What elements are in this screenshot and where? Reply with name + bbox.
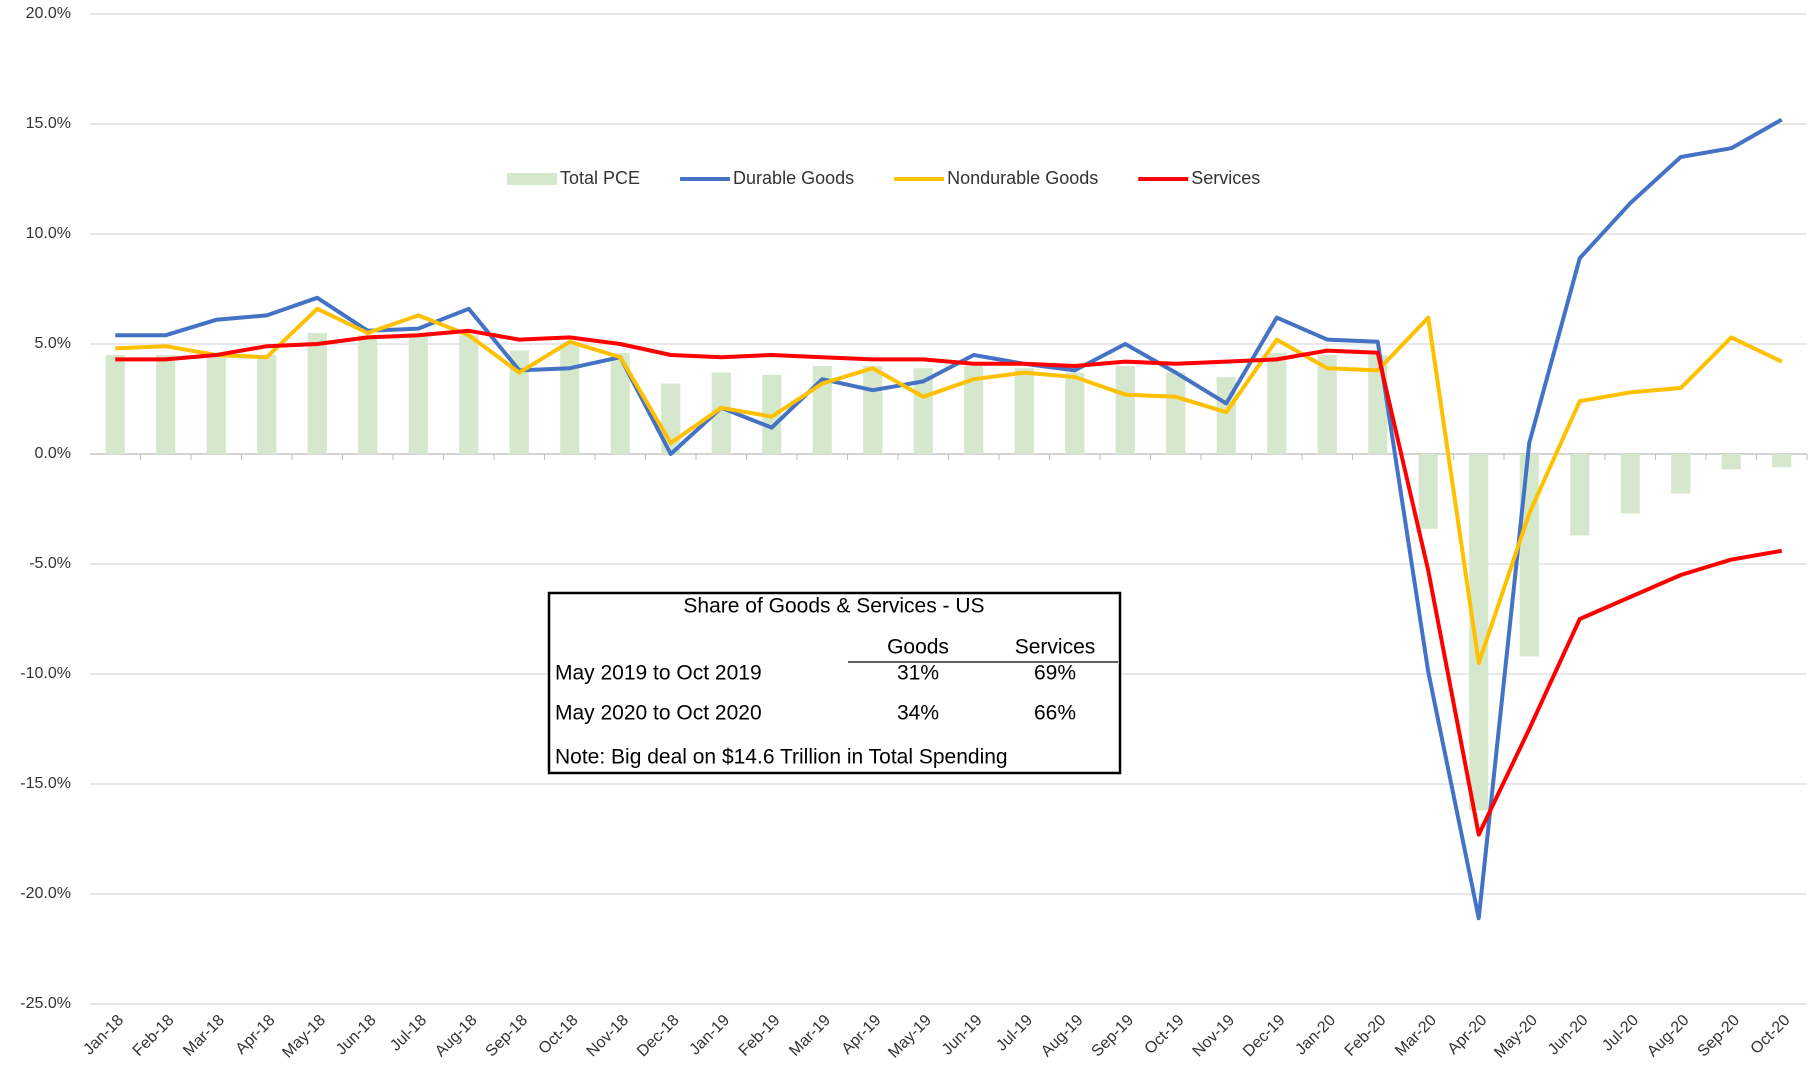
x-tick-label: Mar-18 — [180, 1012, 228, 1060]
bar — [1469, 454, 1489, 811]
bar — [509, 350, 529, 454]
y-tick-label: 20.0% — [26, 5, 71, 22]
bar — [156, 355, 176, 454]
bar — [913, 368, 933, 454]
bar — [105, 355, 125, 454]
bar — [711, 372, 731, 454]
y-tick-label: -10.0% — [20, 665, 71, 682]
x-tick-label: Jun-19 — [939, 1012, 986, 1059]
x-tick-label: Sep-19 — [1089, 1012, 1138, 1061]
table-column-header: Goods — [887, 636, 949, 659]
table-cell: 69% — [1034, 662, 1076, 685]
x-tick-label: Jan-19 — [686, 1012, 733, 1059]
bar — [408, 335, 428, 454]
table-row-label: May 2019 to Oct 2019 — [555, 662, 762, 685]
y-tick-label: 5.0% — [35, 335, 71, 352]
table-border — [547, 591, 1122, 775]
legend-label: Services — [1191, 168, 1260, 188]
legend-label: Nondurable Goods — [947, 168, 1098, 188]
legend-swatch — [507, 173, 557, 185]
x-tick-label: Jun-20 — [1545, 1012, 1592, 1059]
line-series — [115, 117, 1783, 921]
info-table: Share of Goods & Services - US Goods Servi… — [547, 591, 1122, 775]
bar — [610, 352, 630, 454]
x-tick-label: Nov-18 — [584, 1012, 633, 1061]
bar — [1620, 454, 1640, 514]
bar — [1166, 372, 1186, 454]
x-tick-label: Aug-20 — [1644, 1012, 1693, 1061]
bar — [1570, 454, 1590, 536]
x-tick-label: Jul-20 — [1599, 1012, 1642, 1055]
line-series — [115, 328, 1783, 837]
x-tick-label: May-19 — [885, 1012, 935, 1062]
x-tick-label: Feb-20 — [1342, 1012, 1390, 1060]
bar — [964, 366, 984, 454]
bar — [863, 366, 883, 454]
y-tick-label: 10.0% — [26, 225, 71, 242]
y-tick-label: -25.0% — [20, 995, 71, 1012]
y-tick-label: -20.0% — [20, 885, 71, 902]
x-tick-label: Apr-18 — [233, 1012, 279, 1058]
y-tick-label: 15.0% — [26, 115, 71, 132]
table-column-header: Services — [1015, 636, 1096, 659]
x-tick-label: Dec-18 — [634, 1012, 683, 1061]
bar — [1014, 368, 1034, 454]
x-tick-label: Oct-20 — [1748, 1012, 1794, 1058]
x-tick-label: Jan-18 — [80, 1012, 127, 1059]
bar — [257, 355, 277, 454]
y-tick-label: -5.0% — [29, 555, 71, 572]
legend-label: Total PCE — [560, 168, 640, 188]
x-tick-label: Apr-19 — [839, 1012, 885, 1058]
bar — [358, 335, 378, 454]
bar — [1519, 454, 1539, 657]
x-tick-label: Sep-20 — [1695, 1012, 1744, 1061]
bar — [1317, 355, 1337, 454]
x-tick-label: Oct-18 — [536, 1012, 582, 1058]
bar — [1721, 454, 1741, 470]
bar — [1065, 372, 1085, 454]
bar — [1772, 454, 1792, 468]
x-tick-label: Nov-19 — [1190, 1012, 1239, 1061]
line-series — [115, 306, 1783, 665]
x-tick-label: Oct-19 — [1142, 1012, 1188, 1058]
x-tick-label: Aug-18 — [432, 1012, 481, 1061]
table-row-label: May 2020 to Oct 2020 — [555, 702, 762, 725]
x-tick-label: Sep-18 — [483, 1012, 532, 1061]
x-tick-label: Apr-20 — [1445, 1012, 1491, 1058]
x-tick-label: Feb-19 — [736, 1012, 784, 1060]
bar — [1115, 366, 1135, 454]
table-cell: 34% — [897, 702, 939, 725]
bar — [1671, 454, 1691, 494]
bar — [307, 333, 327, 454]
table-cell: 66% — [1034, 702, 1076, 725]
y-tick-label: -15.0% — [20, 775, 71, 792]
x-tick-label: Jul-19 — [993, 1012, 1036, 1055]
bar — [560, 344, 580, 454]
x-tick-label: Mar-19 — [786, 1012, 834, 1060]
bar — [459, 335, 479, 454]
x-tick-label: Jul-18 — [387, 1012, 430, 1055]
bar — [1418, 454, 1438, 529]
x-tick-label: May-18 — [279, 1012, 329, 1062]
bar — [206, 355, 226, 454]
bar — [1267, 352, 1287, 454]
x-tick-label: Jun-18 — [333, 1012, 380, 1059]
x-tick-label: Dec-19 — [1240, 1012, 1289, 1061]
table-cell: 31% — [897, 662, 939, 685]
x-tick-label: Mar-20 — [1392, 1012, 1440, 1060]
x-tick-label: Aug-19 — [1038, 1012, 1087, 1061]
table-title: Share of Goods & Services - US — [683, 595, 984, 618]
x-tick-label: Feb-18 — [130, 1012, 178, 1060]
x-tick-label: Jan-20 — [1292, 1012, 1339, 1059]
x-tick-label: May-20 — [1491, 1012, 1541, 1062]
y-tick-label: 0.0% — [35, 445, 71, 462]
legend-label: Durable Goods — [733, 168, 854, 188]
table-note: Note: Big deal on $14.6 Trillion in Tota… — [555, 746, 1008, 769]
